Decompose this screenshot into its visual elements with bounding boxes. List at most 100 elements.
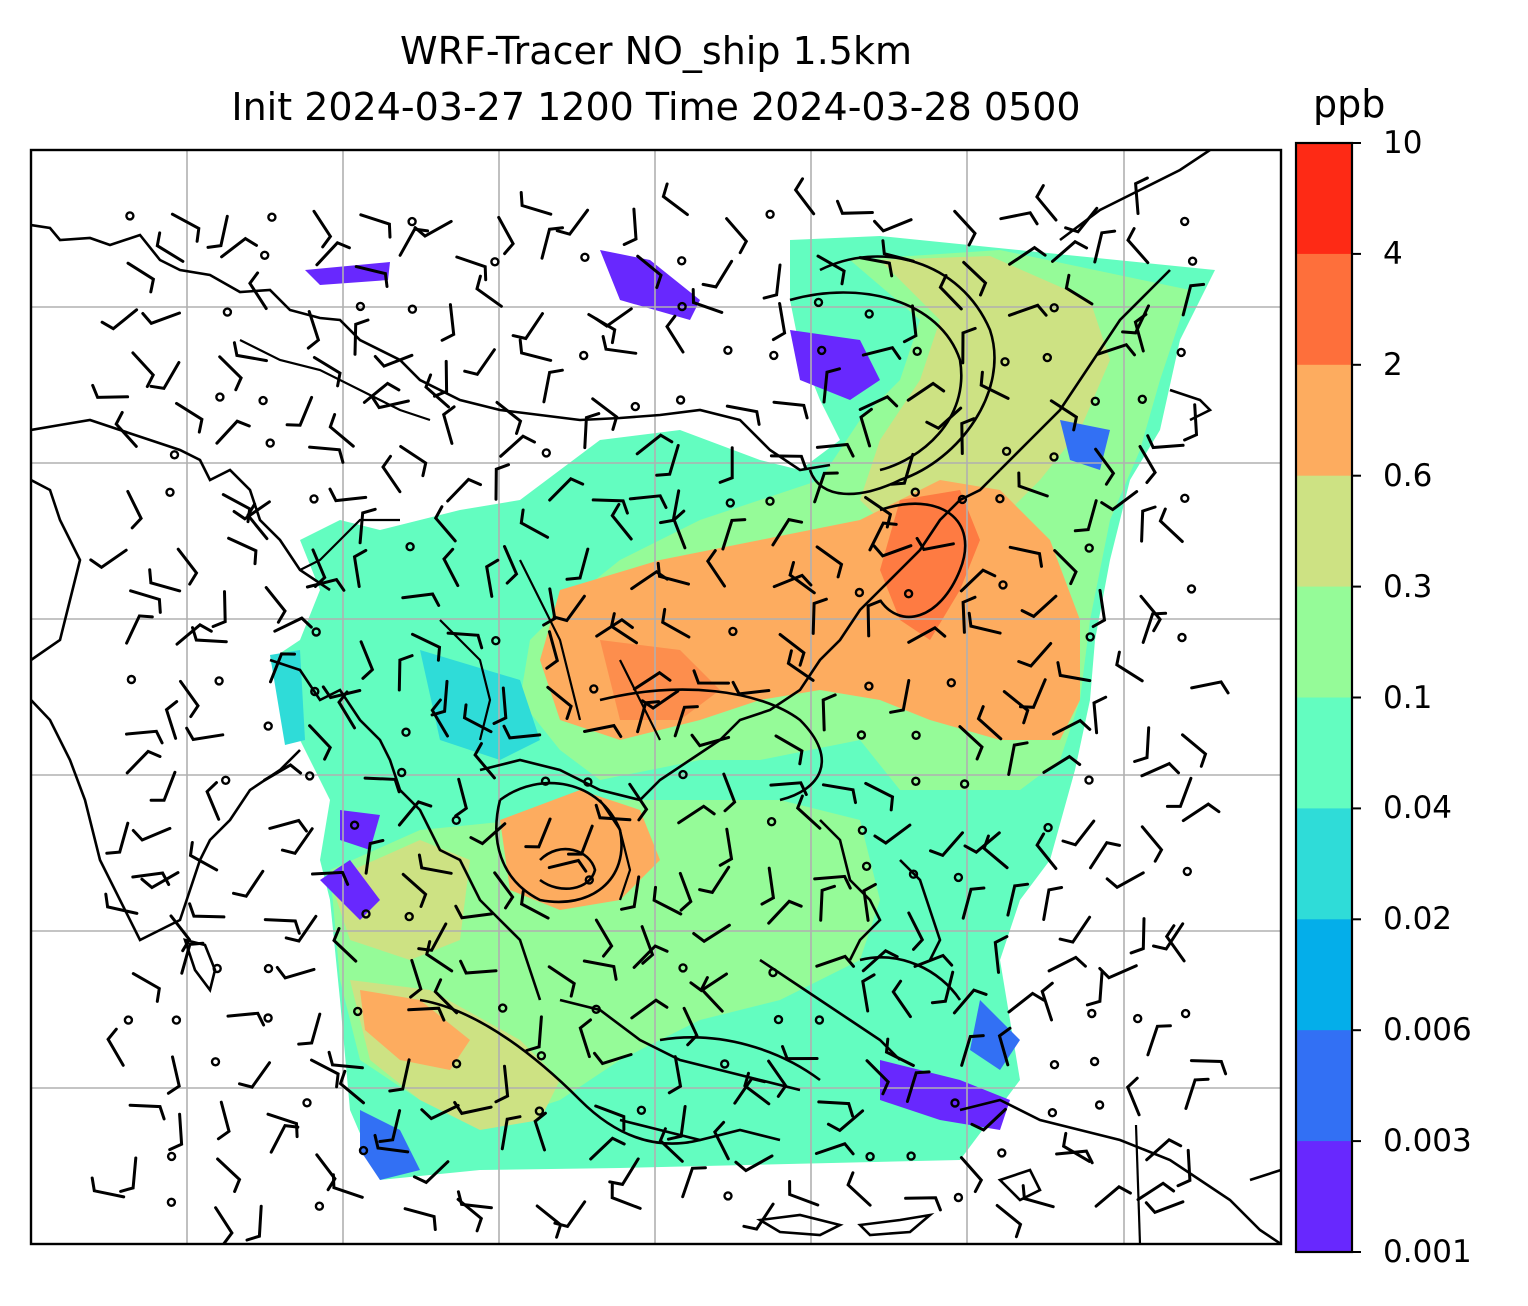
calm-wind-circle bbox=[728, 626, 738, 637]
calm-wind-circle bbox=[677, 256, 687, 266]
colorbar-segment bbox=[1296, 697, 1352, 809]
wind-barb bbox=[769, 454, 808, 470]
colorbar-tick-label: 2 bbox=[1383, 346, 1403, 383]
calm-wind-circle bbox=[125, 211, 135, 221]
wind-barb bbox=[548, 477, 585, 502]
calm-wind-circle bbox=[220, 775, 231, 785]
wind-barb bbox=[433, 359, 449, 398]
wind-barb bbox=[961, 326, 977, 365]
wind-barb bbox=[1096, 342, 1136, 357]
wind-barb bbox=[216, 1100, 231, 1141]
wind-barb bbox=[454, 904, 494, 920]
wind-barb bbox=[690, 733, 731, 748]
wind-barb bbox=[91, 383, 130, 399]
wind-barb bbox=[1056, 661, 1092, 683]
wind-barb bbox=[667, 1055, 683, 1095]
wind-barb bbox=[370, 395, 410, 410]
colorbar-unit: ppb bbox=[1313, 82, 1386, 126]
wind-barb bbox=[904, 1196, 942, 1212]
wind-barb bbox=[595, 617, 634, 638]
wind-barb bbox=[813, 874, 852, 890]
wind-barb bbox=[358, 507, 377, 545]
wind-barb bbox=[359, 640, 375, 680]
wind-barb bbox=[993, 935, 1009, 974]
calm-wind-circle bbox=[768, 967, 778, 978]
wind-barb bbox=[788, 1180, 820, 1207]
wind-barb bbox=[553, 1200, 587, 1229]
wind-barb bbox=[632, 670, 672, 691]
wind-barb bbox=[1100, 490, 1139, 512]
calm-wind-circle bbox=[451, 1059, 462, 1069]
wind-barb bbox=[889, 452, 915, 486]
calm-wind-circle bbox=[451, 815, 461, 825]
wind-barb bbox=[407, 1006, 446, 1022]
colorbar-tick-label: 0.003 bbox=[1383, 1123, 1472, 1160]
wind-barb bbox=[524, 817, 552, 849]
calm-wind-circle bbox=[579, 350, 589, 361]
wind-barb bbox=[312, 356, 342, 388]
calm-wind-circle bbox=[405, 542, 415, 552]
wind-barb bbox=[453, 1101, 493, 1116]
wind-barb bbox=[952, 988, 988, 1015]
wind-barb bbox=[1007, 303, 1048, 317]
wind-barb bbox=[995, 1204, 1023, 1239]
wind-barb bbox=[469, 822, 507, 846]
calm-wind-circle bbox=[311, 627, 321, 637]
wind-barb bbox=[1051, 239, 1089, 263]
calm-wind-circle bbox=[997, 1148, 1007, 1158]
wind-barb bbox=[733, 1076, 766, 1105]
colorbar-tick-label: 0.02 bbox=[1383, 901, 1453, 938]
calm-wind-circle bbox=[355, 301, 366, 312]
wind-barb bbox=[126, 490, 143, 530]
wind-barb bbox=[354, 265, 389, 288]
calm-wind-circle bbox=[946, 678, 956, 688]
calm-wind-circle bbox=[636, 1105, 647, 1116]
wind-barb bbox=[622, 207, 638, 246]
wind-barb bbox=[976, 705, 1003, 741]
colorbar-tick-label: 0.6 bbox=[1383, 457, 1433, 494]
wind-barb bbox=[1158, 507, 1184, 543]
wind-barb bbox=[762, 263, 782, 300]
wind-barb bbox=[742, 1202, 775, 1231]
wind-barb bbox=[593, 1051, 633, 1066]
wind-barb bbox=[148, 568, 182, 593]
wind-barb bbox=[525, 1015, 543, 1052]
wind-barb bbox=[1058, 915, 1092, 944]
wind-barb bbox=[656, 561, 690, 586]
calm-wind-circle bbox=[953, 1192, 964, 1203]
calm-wind-circle bbox=[723, 345, 733, 355]
wind-barb bbox=[497, 215, 515, 256]
wind-barb bbox=[398, 227, 430, 257]
wind-barb bbox=[970, 1107, 1007, 1132]
wind-barb bbox=[718, 827, 734, 867]
calm-wind-circle bbox=[165, 487, 175, 497]
wind-barb bbox=[902, 304, 918, 344]
calm-wind-circle bbox=[723, 1191, 733, 1201]
wind-barb bbox=[1035, 832, 1058, 870]
wind-barb bbox=[731, 680, 771, 696]
wind-barb bbox=[1184, 1077, 1210, 1110]
wind-barb bbox=[861, 948, 899, 973]
wind-barb bbox=[411, 632, 442, 662]
wind-barb bbox=[280, 827, 314, 856]
wind-barb bbox=[273, 616, 313, 633]
wind-barb bbox=[175, 622, 213, 646]
wind-barb bbox=[788, 561, 816, 595]
calm-wind-circle bbox=[490, 257, 500, 267]
wind-barb bbox=[1105, 871, 1145, 890]
wind-barb bbox=[188, 902, 226, 919]
calm-wind-circle bbox=[263, 721, 273, 731]
wind-barb bbox=[337, 690, 356, 730]
wind-barb bbox=[821, 693, 837, 732]
wind-barb bbox=[131, 972, 161, 1003]
calm-wind-circle bbox=[309, 494, 319, 504]
map-title-line2: Init 2024-03-27 1200 Time 2024-03-28 050… bbox=[231, 85, 1081, 129]
wind-barb bbox=[545, 630, 560, 670]
wind-barb bbox=[475, 274, 503, 308]
calm-wind-circle bbox=[263, 963, 274, 974]
wind-barb bbox=[381, 454, 402, 494]
wind-barb bbox=[608, 1157, 640, 1187]
map-title-line1: WRF-Tracer NO_ship 1.5km bbox=[400, 29, 912, 73]
wind-barb bbox=[308, 445, 345, 464]
calm-wind-circle bbox=[1094, 1100, 1105, 1110]
